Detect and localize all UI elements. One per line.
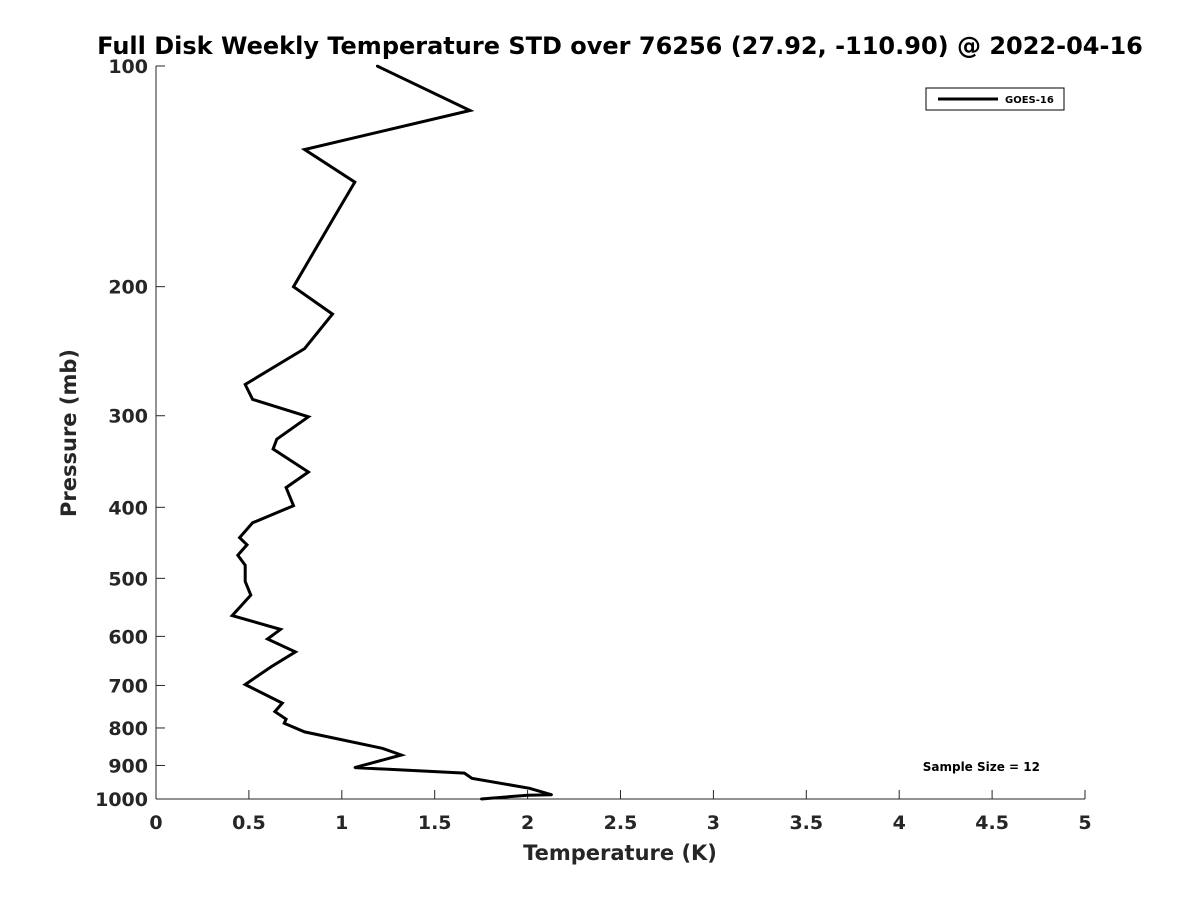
data-point	[528, 787, 531, 790]
y-axis-ticks: 100 200 300 400 500 600 700 800 900 1000	[95, 56, 165, 811]
data-point	[335, 212, 338, 215]
data-point	[303, 148, 306, 151]
data-point	[470, 777, 474, 780]
data-point	[331, 312, 334, 316]
data-point	[307, 470, 310, 474]
data-point	[270, 665, 273, 668]
data-point	[279, 628, 282, 631]
data-point	[400, 753, 403, 757]
data-point	[353, 180, 356, 184]
data-point	[275, 438, 278, 441]
data-point	[307, 415, 310, 418]
data-point	[244, 383, 247, 386]
data-point	[231, 614, 234, 617]
x-tick-label: 4	[893, 812, 906, 834]
series-line-goes-16	[229, 64, 553, 801]
data-point	[244, 580, 247, 583]
x-tick-label: 3	[707, 812, 720, 834]
data-point	[244, 564, 247, 567]
x-tick-label: 2	[521, 812, 534, 834]
y-tick-label: 600	[108, 626, 148, 648]
data-point	[284, 717, 288, 721]
x-axis-label: Temperature (K)	[523, 841, 717, 865]
x-tick-label: 0	[149, 812, 162, 834]
data-point	[381, 747, 384, 750]
sample-size-annotation: Sample Size = 12	[923, 760, 1040, 774]
data-point	[303, 347, 306, 350]
data-point	[526, 794, 529, 797]
chart-title: Full Disk Weekly Temperature STD over 76…	[97, 32, 1143, 60]
x-axis-ticks: 0 0.5 1 1.5 2 2.5 3 3.5 4 4.5 5	[149, 790, 1092, 834]
data-point	[294, 650, 297, 654]
x-tick-label: 5	[1078, 812, 1091, 834]
data-point	[479, 797, 483, 801]
y-tick-label: 100	[108, 56, 148, 78]
y-tick-label: 500	[108, 568, 148, 590]
data-point	[245, 543, 249, 546]
x-tick-label: 4.5	[975, 812, 1009, 834]
data-point	[238, 536, 241, 539]
data-point	[292, 504, 295, 507]
data-point	[266, 637, 269, 641]
data-point	[284, 486, 288, 489]
y-tick-label: 300	[108, 406, 148, 428]
y-tick-label: 1000	[95, 789, 148, 811]
data-point	[236, 554, 239, 557]
data-point	[251, 521, 254, 524]
data-point	[281, 701, 284, 705]
data-point	[251, 398, 254, 401]
data-point	[550, 793, 553, 796]
data-point	[244, 683, 247, 686]
y-tick-label: 400	[108, 497, 148, 519]
x-tick-label: 2.5	[604, 812, 638, 834]
data-point	[249, 593, 252, 597]
data-point	[303, 730, 306, 734]
y-tick-label: 700	[108, 675, 148, 697]
y-tick-label: 800	[108, 718, 148, 740]
data-point	[375, 64, 379, 68]
data-point	[273, 710, 277, 713]
data-point	[283, 722, 286, 725]
data-point	[271, 447, 275, 451]
data-point	[353, 766, 356, 769]
data-point	[292, 285, 295, 288]
x-tick-label: 1.5	[418, 812, 452, 834]
y-tick-label: 200	[108, 277, 148, 299]
y-axis-label: Pressure (mb)	[57, 349, 81, 517]
data-point	[468, 109, 472, 112]
data-points	[231, 64, 553, 801]
x-tick-label: 1	[335, 812, 348, 834]
x-tick-label: 3.5	[789, 812, 823, 834]
y-tick-label: 900	[108, 755, 148, 777]
data-point	[463, 771, 466, 775]
x-tick-label: 0.5	[232, 812, 266, 834]
legend-entry-goes-16: GOES-16	[1005, 95, 1054, 106]
legend: GOES-16	[925, 87, 1065, 111]
